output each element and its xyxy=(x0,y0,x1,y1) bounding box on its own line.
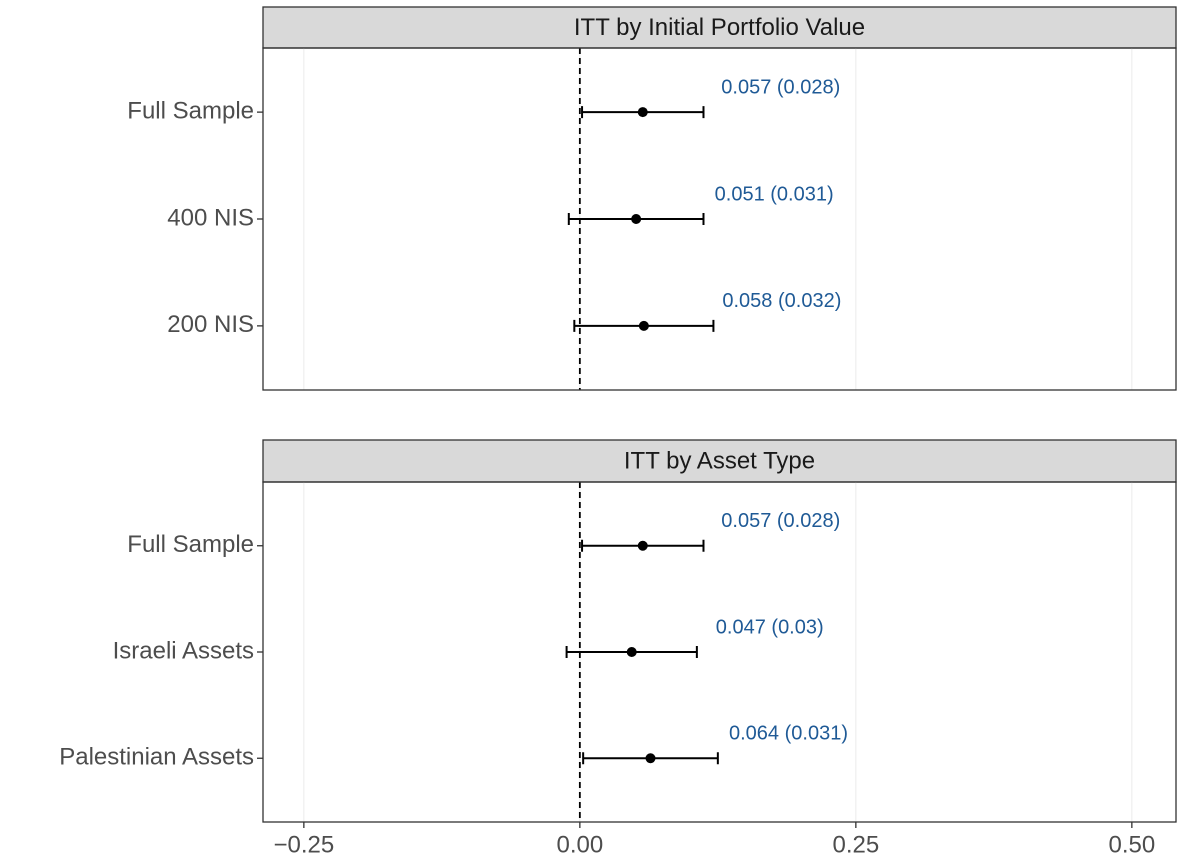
x-tick-label: 0.00 xyxy=(556,831,603,858)
point xyxy=(638,320,649,331)
x-tick-label: 0.50 xyxy=(1108,831,1155,858)
y-tick-label: Palestinian Assets xyxy=(59,744,254,771)
value-label: 0.051 (0.031) xyxy=(715,183,834,205)
strip xyxy=(262,6,1177,49)
value-label: 0.047 (0.03) xyxy=(716,616,824,638)
value-label: 0.058 (0.032) xyxy=(722,290,841,312)
panel-title: ITT by Initial Portfolio Value xyxy=(574,14,865,41)
panel-border xyxy=(262,481,1177,823)
y-tick-label: Full Sample xyxy=(127,531,254,558)
y-tick-label: 200 NIS xyxy=(167,311,254,338)
y-tick-label: Israeli Assets xyxy=(113,637,254,664)
panel-title: ITT by Asset Type xyxy=(624,447,815,474)
point xyxy=(637,540,648,551)
point xyxy=(637,107,648,118)
strip xyxy=(262,439,1177,483)
value-label: 0.064 (0.031) xyxy=(729,723,848,745)
value-label: 0.057 (0.028) xyxy=(721,510,840,532)
point xyxy=(631,214,642,224)
panel-border xyxy=(262,47,1177,391)
value-label: 0.057 (0.028) xyxy=(721,76,840,98)
point xyxy=(626,647,637,657)
point xyxy=(645,753,656,764)
x-tick-label: −0.25 xyxy=(273,831,334,858)
x-tick-label: 0.25 xyxy=(832,831,879,858)
y-tick-label: 400 NIS xyxy=(167,204,254,231)
y-tick-label: Full Sample xyxy=(127,97,254,124)
